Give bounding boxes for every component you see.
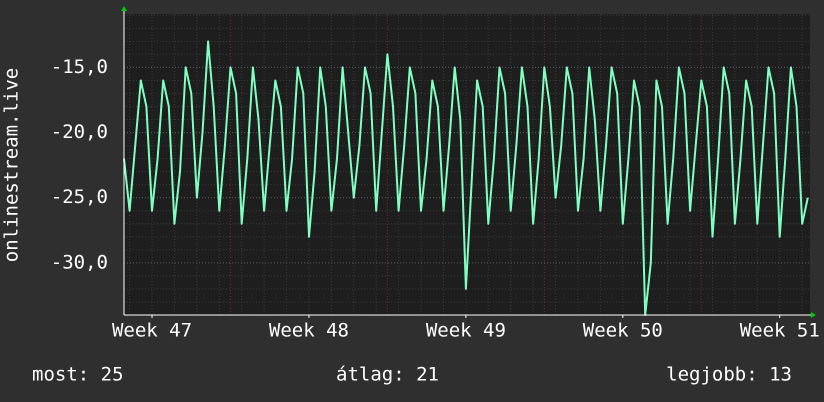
y-tick-label: -20,0 xyxy=(51,121,108,143)
x-axis-arrow xyxy=(811,312,816,318)
x-tick-label: Week 51 xyxy=(740,320,820,342)
y-tick-label: -15,0 xyxy=(51,56,108,78)
stat-best: legjobb: 13 xyxy=(666,364,792,386)
stat-average: átlag: 21 xyxy=(336,364,439,386)
stat-current: most: 25 xyxy=(32,364,124,386)
x-tick-label: Week 47 xyxy=(112,320,192,342)
x-tick-label: Week 50 xyxy=(583,320,663,342)
y-tick-label: -30,0 xyxy=(51,251,108,273)
y-axis-label: onlinestream.live xyxy=(1,68,23,262)
y-axis-arrow xyxy=(121,6,127,11)
x-tick-label: Week 49 xyxy=(426,320,506,342)
x-tick-label: Week 48 xyxy=(269,320,349,342)
series-line xyxy=(123,40,809,316)
y-tick-label: -25,0 xyxy=(51,186,108,208)
